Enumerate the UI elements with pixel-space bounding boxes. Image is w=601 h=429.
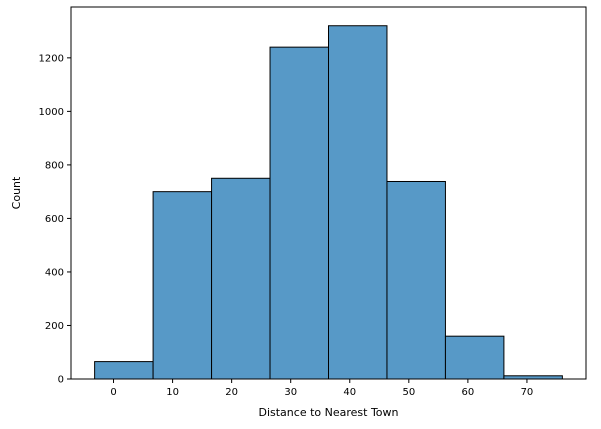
histogram-bar-6	[444, 335, 505, 380]
y-tick-label: 0	[58, 375, 64, 386]
histogram-bar-5	[386, 180, 446, 380]
y-tick-label: 400	[45, 267, 64, 278]
y-tick-label: 800	[45, 160, 64, 171]
y-tick-label: 200	[45, 321, 64, 332]
histogram-bar-2	[211, 177, 271, 380]
x-axis-ticks: 0 10 20 30 40 50 60 70	[110, 379, 533, 398]
y-axis-title: Count	[10, 176, 23, 209]
histogram-bar-1	[152, 191, 213, 380]
x-tick-label: 40	[343, 387, 356, 398]
x-tick-label: 60	[462, 387, 475, 398]
x-tick-label: 10	[166, 387, 179, 398]
x-axis-title: Distance to Nearest Town	[258, 406, 398, 419]
y-tick-label: 600	[45, 214, 64, 225]
x-tick-label: 50	[402, 387, 415, 398]
histogram-bar-4	[328, 25, 388, 380]
axes-frame	[70, 6, 587, 380]
y-tick-label: 1000	[39, 107, 64, 118]
histogram-bar-0	[94, 361, 154, 380]
y-tick-label: 1200	[39, 53, 64, 64]
x-tick-label: 70	[521, 387, 534, 398]
plot-frame	[70, 6, 587, 380]
x-tick-label: 20	[225, 387, 238, 398]
histogram-bar-3	[269, 46, 330, 380]
y-axis-ticks: 0 200 400 600 800 1000 1200	[39, 53, 71, 386]
x-tick-label: 30	[284, 387, 297, 398]
bars-group	[94, 25, 563, 380]
x-tick-label: 0	[110, 387, 116, 398]
